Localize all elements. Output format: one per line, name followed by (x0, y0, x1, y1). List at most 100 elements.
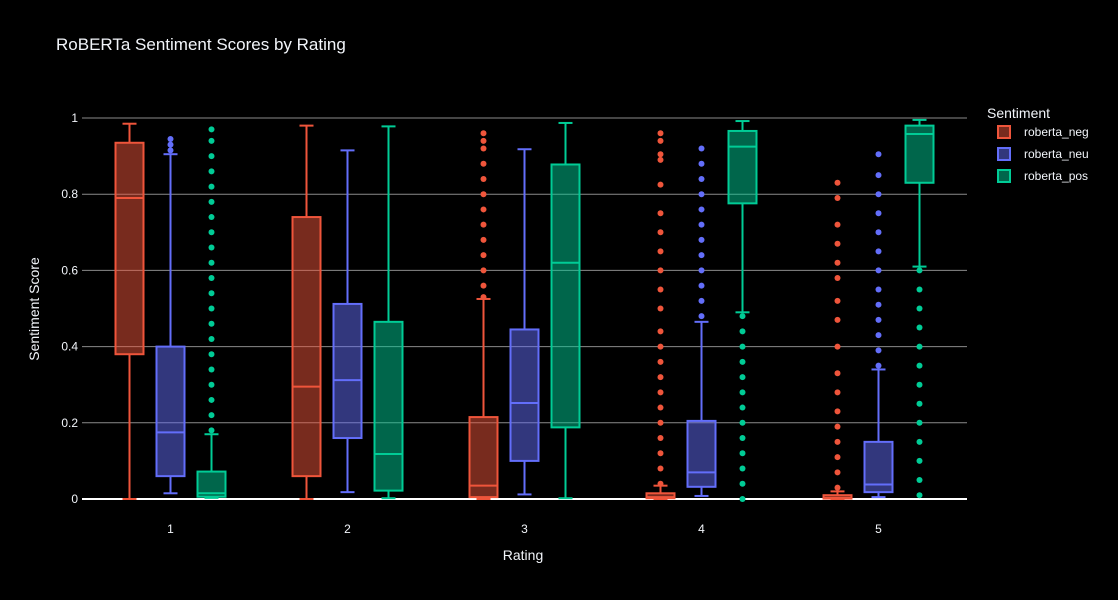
outlier-point (834, 195, 841, 202)
box-body (373, 320, 404, 492)
outlier-point (916, 305, 923, 312)
outlier-point (698, 221, 705, 228)
box-body (686, 419, 717, 488)
outlier-point (739, 465, 746, 472)
box-group (727, 120, 758, 502)
outlier-point (657, 151, 664, 158)
y-ticks: 0 0.2 0.4 0.6 0.8 1 (61, 111, 78, 506)
outlier-point (916, 286, 923, 293)
outlier-point (916, 476, 923, 483)
box-group (196, 126, 227, 499)
outlier-point (916, 457, 923, 464)
outlier-point (480, 282, 487, 289)
outlier-point (834, 343, 841, 350)
y-axis-title: Sentiment Score (26, 257, 42, 361)
box-body (550, 163, 581, 429)
x-axis-title: Rating (503, 547, 543, 563)
outlier-point (480, 191, 487, 198)
box-group (863, 151, 894, 499)
outlier-point (657, 130, 664, 137)
outlier-point (875, 316, 882, 323)
outlier-point (480, 206, 487, 213)
x-tick-label: 2 (344, 522, 351, 536)
outlier-point (875, 210, 882, 217)
outlier-point (208, 214, 215, 221)
outlier-point (698, 282, 705, 289)
outlier-point (916, 381, 923, 388)
outlier-point (834, 297, 841, 304)
outlier-point (739, 328, 746, 335)
outlier-point (834, 408, 841, 415)
outlier-point (208, 290, 215, 297)
outlier-point (698, 267, 705, 274)
outlier-point (480, 294, 487, 301)
outlier-point (875, 362, 882, 369)
box-group (686, 145, 717, 497)
outlier-point (739, 435, 746, 442)
outlier-point (875, 172, 882, 179)
outlier-point (657, 465, 664, 472)
outlier-point (834, 179, 841, 186)
outlier-point (875, 267, 882, 274)
outlier-point (698, 175, 705, 182)
outlier-point (480, 221, 487, 228)
box-group (904, 118, 935, 499)
legend-swatch (997, 147, 1011, 161)
legend-swatch (997, 125, 1011, 139)
y-tick-label: 0 (71, 492, 78, 506)
outlier-point (739, 358, 746, 365)
outlier-point (739, 496, 746, 502)
outlier-point (834, 370, 841, 377)
outlier-point (875, 151, 882, 158)
box-body (509, 328, 540, 462)
outlier-point (875, 332, 882, 339)
outlier-point (208, 412, 215, 419)
box-body (291, 216, 322, 478)
outlier-point (875, 286, 882, 293)
outlier-point (657, 450, 664, 457)
outlier-point (739, 374, 746, 381)
box-body (904, 124, 935, 184)
box-body (727, 129, 758, 205)
y-tick-label: 0.6 (61, 263, 78, 277)
box-body (468, 416, 499, 499)
outlier-point (208, 153, 215, 160)
outlier-point (834, 259, 841, 266)
outlier-point (739, 419, 746, 426)
outlier-point (480, 130, 487, 137)
outlier-point (208, 137, 215, 144)
box-group (468, 130, 499, 500)
outlier-point (916, 438, 923, 445)
x-tick-label: 1 (167, 522, 174, 536)
outlier-point (657, 267, 664, 274)
x-tick-label: 5 (875, 522, 882, 536)
outlier-point (208, 259, 215, 266)
outlier-point (657, 248, 664, 255)
outlier-point (698, 160, 705, 167)
outlier-point (657, 389, 664, 396)
box-group (509, 148, 540, 496)
outlier-point (208, 427, 215, 434)
x-ticks: 1 2 3 4 5 (167, 522, 882, 536)
outlier-point (480, 267, 487, 274)
y-tick-label: 0.8 (61, 187, 78, 201)
outlier-point (834, 389, 841, 396)
y-tick-label: 1 (71, 111, 78, 125)
outlier-point (208, 244, 215, 251)
outlier-point (208, 183, 215, 190)
outlier-point (480, 137, 487, 144)
outlier-point (698, 191, 705, 198)
outlier-point (208, 275, 215, 282)
outlier-point (916, 492, 923, 499)
outlier-point (739, 313, 746, 320)
outlier-point (698, 206, 705, 213)
outlier-point (698, 297, 705, 304)
outlier-point (657, 156, 664, 163)
outlier-point (208, 351, 215, 358)
outlier-point (208, 320, 215, 327)
box-group (332, 149, 363, 494)
outlier-point (834, 423, 841, 430)
outlier-point (875, 248, 882, 255)
outlier-point (739, 389, 746, 396)
